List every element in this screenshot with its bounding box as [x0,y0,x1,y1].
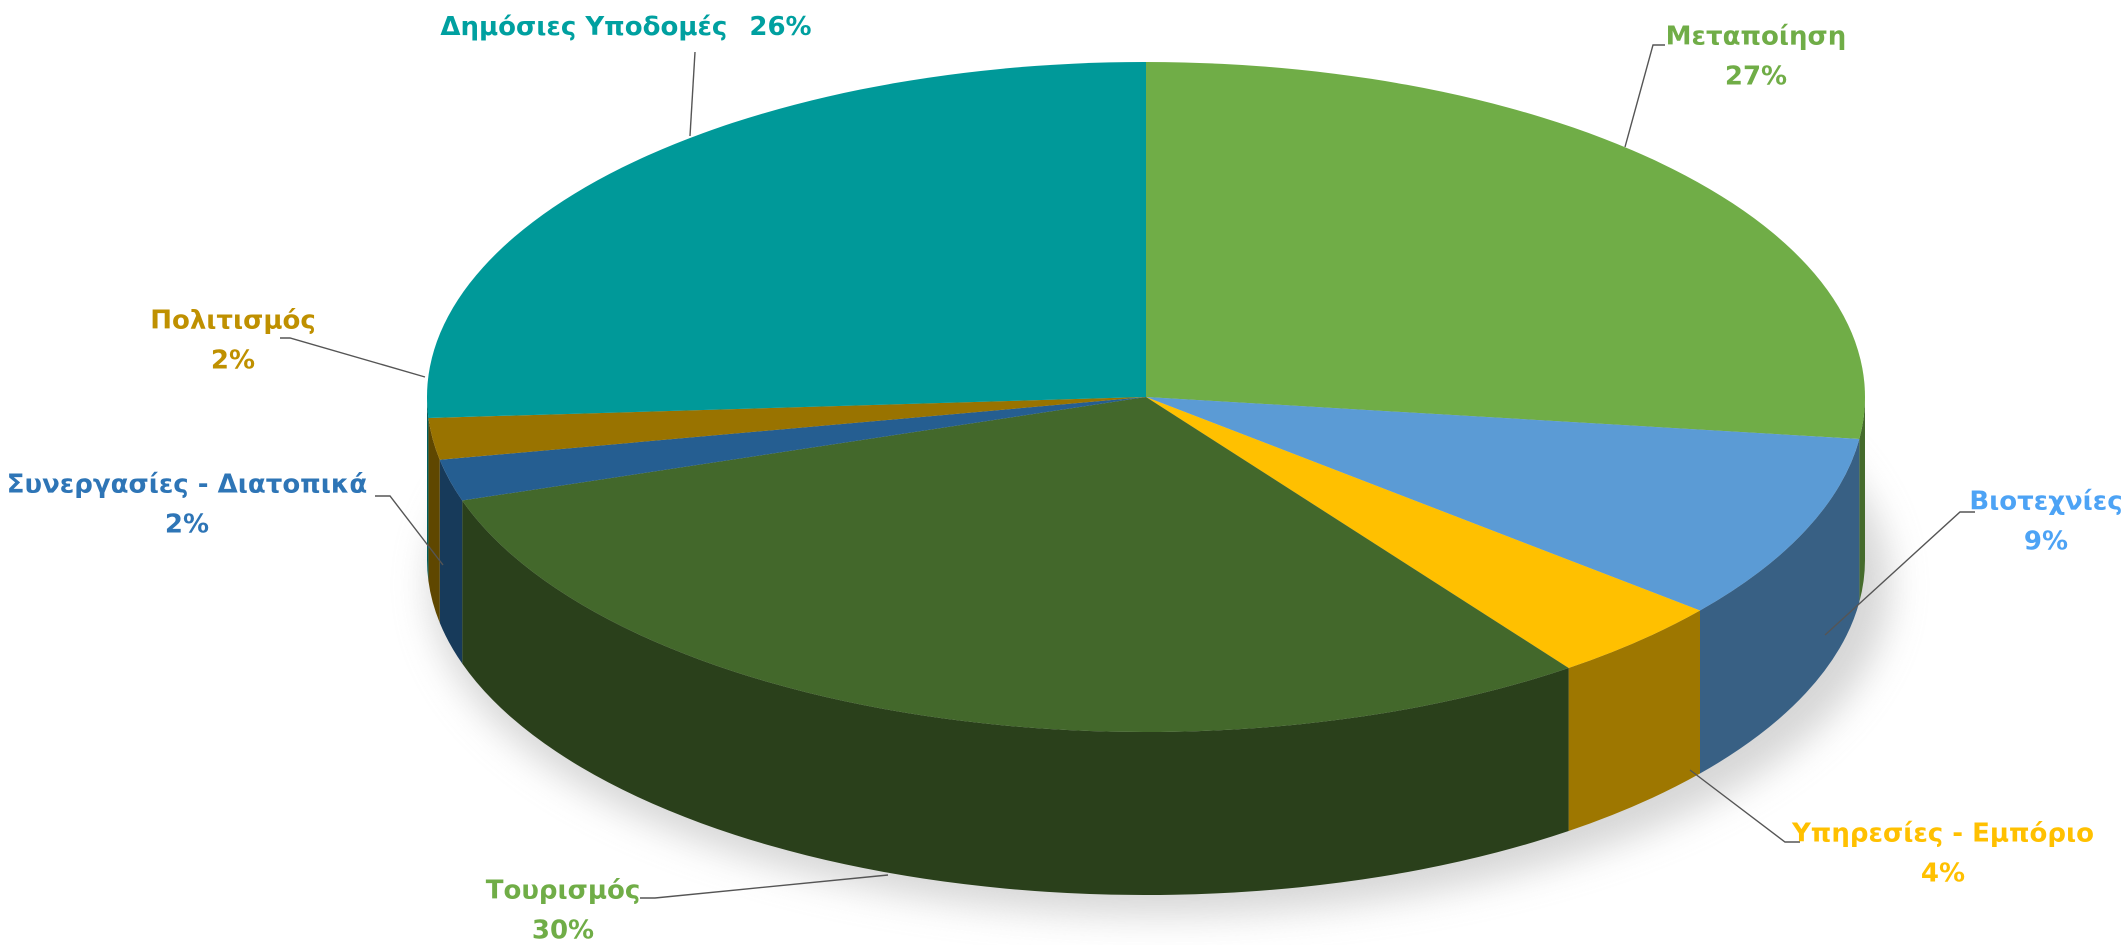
value-label: 2% [165,510,209,540]
value-label: 27% [1725,62,1787,92]
category-label: Δημόσιες Υποδομές [440,12,727,42]
leader-line [1689,769,1800,843]
category-label: Μεταποίηση [1666,22,1847,52]
category-label: Βιοτεχνίες [1969,487,2122,517]
leader-lines [280,44,1975,899]
category-label: Πολιτισμός [150,306,316,336]
slice-side [1859,397,1865,602]
pie [427,61,1865,895]
category-label: Τουρισμός [486,876,641,906]
data-label: Δημόσιες Υποδομές 26% [440,12,811,42]
leader-line [640,874,889,899]
slice [1146,397,1700,669]
value-label: 4% [1921,859,1965,889]
category-label: Συνεργασίες - Διατοπικά [7,470,367,500]
slice-side [462,500,1569,895]
slice-side [428,418,440,623]
value-label: 2% [211,346,255,376]
category-label: Υπηρεσίες - Εμπόριο [1791,819,2094,849]
slice [427,61,1146,419]
leader-line [280,337,426,378]
slice-side [427,397,429,582]
slice-side [439,459,463,664]
labels: Μεταποίηση 27% Βιοτεχνίες 9% Υπηρεσίες - Εμπ… [7,12,2123,945]
slice [428,397,1146,460]
slice-side [1699,438,1860,774]
slice [439,397,1146,501]
slice [462,397,1569,732]
value-label: 30% [532,916,594,945]
value-label: 26% [749,12,811,42]
slice-side [1568,610,1700,832]
value-label: 9% [2024,527,2068,557]
leader-line [1624,44,1665,148]
slice [1146,62,1865,439]
leader-line [689,51,696,137]
slice [1146,397,1860,611]
leader-line [1824,511,1975,636]
leader-line [375,495,444,566]
